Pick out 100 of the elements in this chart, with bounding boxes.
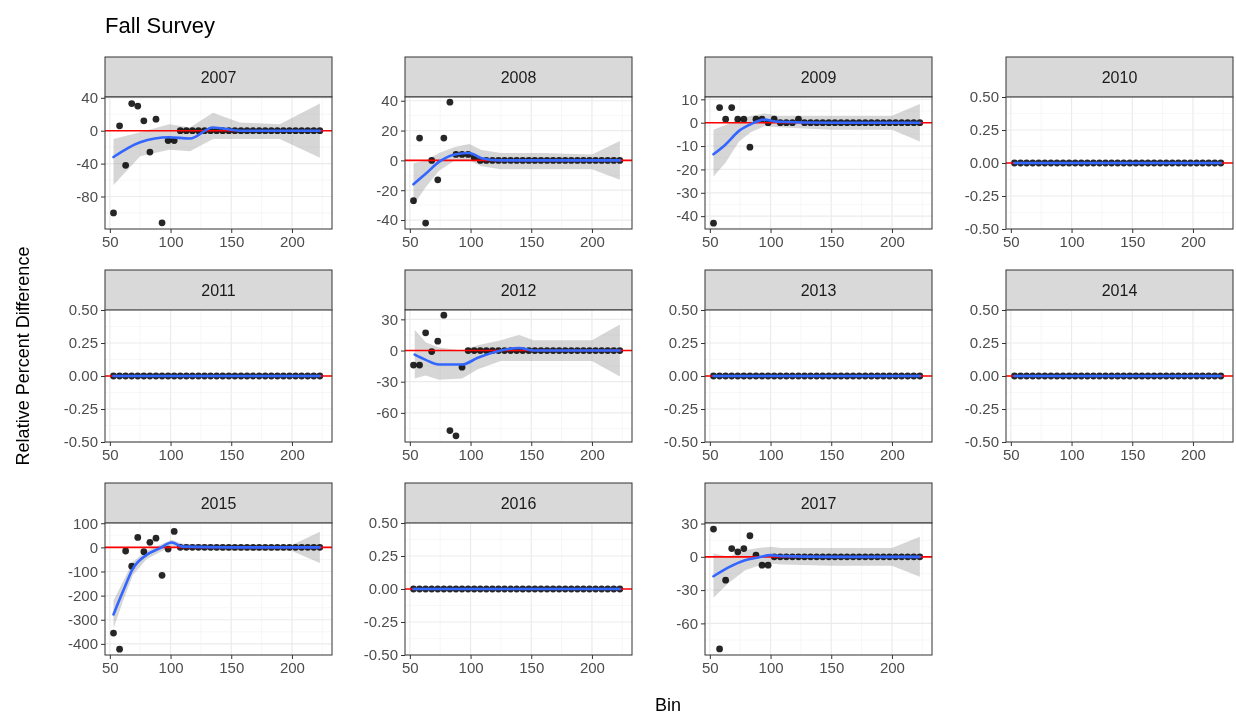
y-tick-label: 0.25: [969, 121, 999, 139]
x-tick-label: 50: [1003, 232, 1020, 250]
chart-title: 2010: [1101, 69, 1138, 86]
x-tick-label: 50: [702, 232, 719, 250]
x-tick-label: 150: [219, 232, 245, 250]
x-tick-label: 150: [219, 445, 245, 463]
y-tick-label: 0: [89, 538, 98, 556]
x-tick-label: 150: [519, 232, 545, 250]
x-tick-label: 200: [879, 232, 905, 250]
x-tick-label: 50: [402, 658, 419, 676]
y-tick-label: -30: [376, 373, 398, 391]
y-tick-label: -0.50: [964, 433, 999, 451]
y-tick-label: 0.00: [68, 367, 98, 385]
x-tick-label: 50: [702, 445, 719, 463]
x-tick-label: 100: [758, 658, 784, 676]
y-tick-label: 0.00: [969, 367, 999, 385]
x-tick-label: 100: [458, 232, 484, 250]
y-tick-label: -0.25: [363, 613, 398, 631]
y-tick-label: -30: [676, 184, 698, 202]
y-tick-label: -40: [376, 211, 398, 229]
x-tick-label: 100: [758, 445, 784, 463]
x-tick-label: 50: [102, 658, 119, 676]
x-tick-label: 150: [519, 445, 545, 463]
chart-title: 2008: [500, 69, 537, 86]
y-tick-label: 0: [689, 114, 698, 131]
chart-title: 2015: [200, 495, 237, 512]
x-axis-title: Bin: [654, 695, 682, 715]
x-tick-label: 50: [402, 232, 419, 250]
y-tick-label: 0: [689, 548, 698, 566]
x-tick-label: 200: [279, 232, 305, 250]
y-tick-label: 0.50: [969, 88, 999, 106]
x-tick-label: 200: [579, 658, 605, 676]
y-tick-label: -80: [76, 187, 98, 205]
x-tick-label: 100: [158, 232, 184, 250]
x-tick-label: 50: [102, 445, 119, 463]
x-tick-label: 200: [879, 445, 905, 463]
x-tick-label: 100: [158, 445, 184, 463]
chart-title: 2016: [500, 495, 537, 512]
x-tick-label: 50: [102, 232, 119, 250]
y-tick-label: 30: [381, 310, 398, 328]
y-tick-label: -0.25: [63, 400, 98, 418]
y-tick-label: 0.50: [68, 301, 98, 319]
y-axis-title: Relative Percent Difference: [13, 246, 33, 466]
x-tick-label: 200: [279, 445, 305, 463]
x-tick-label: 200: [1180, 445, 1206, 463]
y-tick-label: -0.50: [63, 433, 98, 451]
y-tick-label: -300: [67, 611, 98, 629]
chart-title: 2014: [1101, 282, 1138, 299]
x-tick-label: 100: [158, 658, 184, 676]
y-tick-label: -60: [376, 404, 398, 422]
x-tick-label: 100: [1059, 445, 1085, 463]
x-tick-label: 150: [219, 658, 245, 676]
y-tick-label: -60: [676, 614, 698, 632]
y-tick-label: 0.50: [969, 301, 999, 319]
y-tick-label: -0.25: [663, 400, 698, 418]
y-tick-label: -10: [676, 137, 698, 155]
chart-title: 2012: [500, 282, 537, 299]
x-tick-label: 100: [1059, 232, 1085, 250]
chart-title: 2013: [800, 282, 837, 299]
x-tick-label: 50: [402, 445, 419, 463]
x-tick-label: 100: [458, 658, 484, 676]
y-tick-label: 0: [389, 341, 398, 359]
y-tick-label: -20: [676, 160, 698, 178]
y-tick-label: -30: [676, 581, 698, 599]
y-tick-label: 100: [72, 514, 98, 532]
x-tick-label: 200: [579, 232, 605, 250]
text: Fall Survey: [105, 13, 216, 38]
y-tick-label: 0: [89, 122, 98, 140]
y-tick-label: -0.50: [363, 646, 398, 664]
y-tick-label: 30: [681, 514, 698, 532]
x-tick-label: 200: [579, 445, 605, 463]
y-tick-label: -20: [376, 181, 398, 199]
y-tick-label: 10: [681, 90, 698, 108]
y-tick-label: -400: [67, 635, 98, 653]
y-tick-label: 20: [381, 121, 398, 139]
y-tick-label: 0.25: [668, 334, 698, 352]
y-tick-label: 0.25: [368, 547, 398, 565]
x-tick-label: 150: [819, 445, 845, 463]
y-tick-label: -40: [76, 154, 98, 172]
y-tick-label: -200: [67, 586, 98, 604]
x-tick-label: 150: [819, 658, 845, 676]
x-tick-label: 200: [879, 658, 905, 676]
y-tick-label: 0.50: [668, 301, 698, 319]
y-tick-label: 0.00: [969, 154, 999, 172]
x-tick-label: 100: [758, 232, 784, 250]
y-tick-label: -0.50: [964, 220, 999, 238]
y-tick-label: 0.50: [368, 514, 398, 532]
x-tick-label: 50: [1003, 445, 1020, 463]
x-tick-label: 200: [1180, 232, 1206, 250]
y-tick-label: -0.25: [964, 187, 999, 205]
x-tick-label: 50: [702, 658, 719, 676]
y-tick-label: -100: [67, 562, 98, 580]
x-tick-label: 200: [279, 658, 305, 676]
y-tick-label: -0.50: [663, 433, 698, 451]
y-tick-label: -0.25: [964, 400, 999, 418]
y-tick-label: 0.00: [368, 580, 398, 598]
x-tick-label: 150: [1120, 445, 1146, 463]
chart-title: 2007: [200, 69, 237, 86]
chart-title: 2011: [201, 282, 236, 299]
chart-title: 2017: [800, 495, 837, 512]
